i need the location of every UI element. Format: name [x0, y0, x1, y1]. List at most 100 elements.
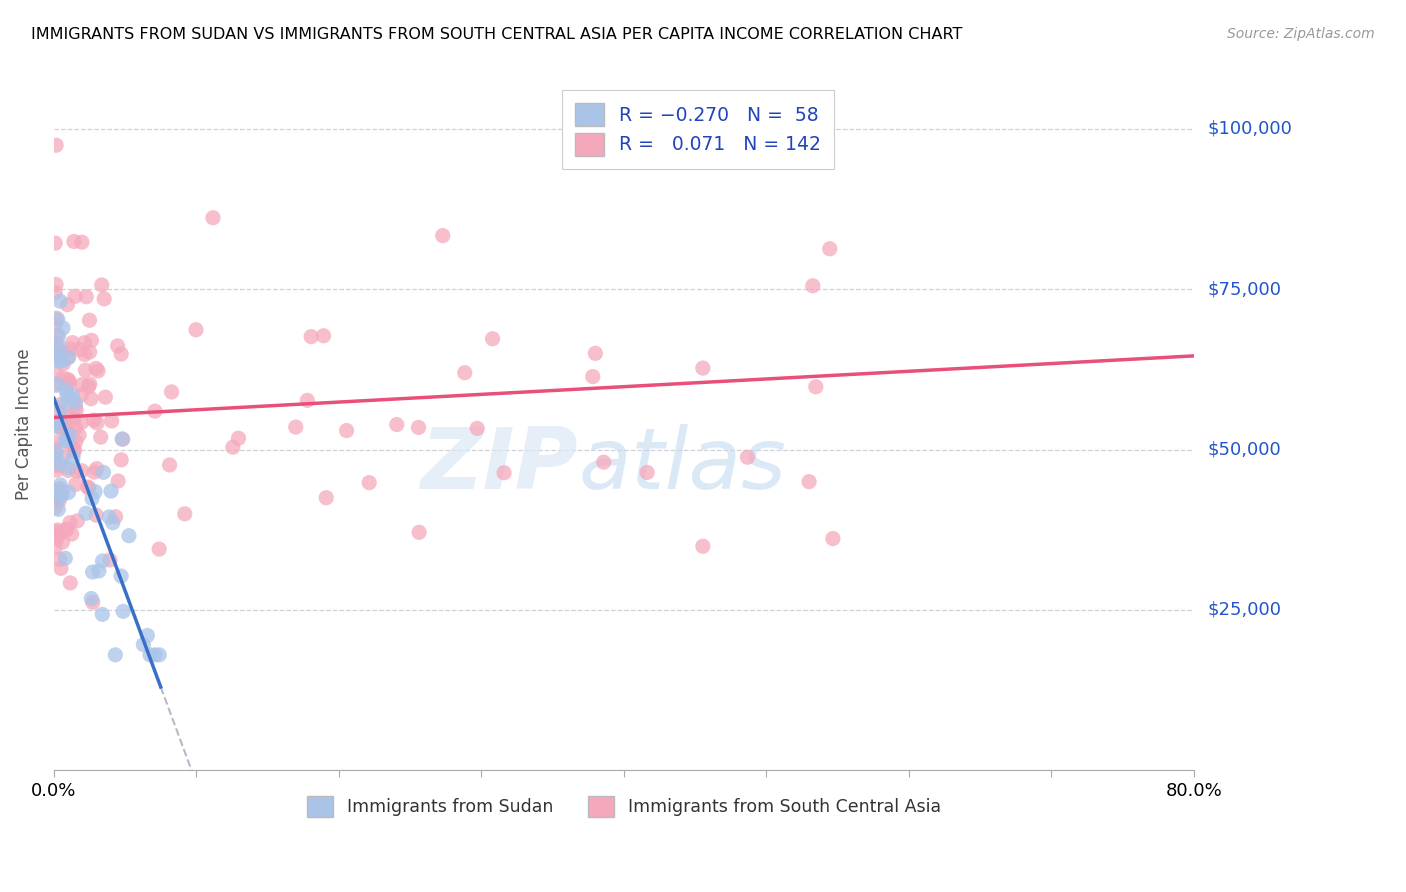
Point [49, 421, 72, 435]
Point [48, 328, 70, 343]
Point [299, 329, 322, 343]
Point [63, 442, 86, 456]
Point [65, 403, 87, 417]
Point [86, 416, 108, 430]
Point [583, 346, 606, 360]
Point [53, 434, 76, 448]
Text: $25,000: $25,000 [1208, 601, 1282, 619]
Point [818, 242, 841, 256]
Point [101, 516, 124, 530]
Point [65, 477, 87, 491]
Point [112, 604, 135, 618]
Point [84, 484, 107, 499]
Point [70, 377, 93, 392]
Point [160, 384, 183, 399]
Point [46, 458, 69, 473]
Point [44, 285, 66, 300]
Point [44, 541, 66, 555]
Point [90, 277, 112, 292]
Point [75, 363, 97, 377]
Point [79, 345, 101, 359]
Point [51, 535, 73, 549]
Point [69, 343, 91, 357]
Point [52, 346, 75, 360]
Point [76, 480, 98, 494]
Point [45, 451, 67, 466]
Point [139, 648, 162, 662]
Point [49, 352, 72, 367]
Point [59, 437, 82, 451]
Point [90, 430, 112, 444]
Text: Source: ZipAtlas.com: Source: ZipAtlas.com [1227, 27, 1375, 41]
Point [82, 565, 104, 579]
Point [336, 424, 359, 438]
Point [582, 369, 605, 384]
Point [46, 346, 69, 360]
Point [592, 455, 614, 469]
Point [52, 421, 75, 435]
Point [70, 235, 93, 250]
Point [56, 522, 79, 536]
Point [45, 463, 67, 477]
Point [312, 328, 335, 343]
Point [70, 464, 93, 478]
Point [73, 347, 96, 361]
Point [44, 318, 66, 332]
Point [48, 552, 70, 566]
Point [53, 382, 76, 396]
Point [104, 648, 127, 662]
Point [80, 591, 103, 606]
Point [737, 450, 759, 465]
Point [59, 516, 82, 530]
Point [111, 432, 134, 446]
Point [804, 380, 827, 394]
Point [385, 417, 408, 432]
Point [104, 509, 127, 524]
Point [46, 312, 69, 326]
Point [60, 527, 83, 541]
Point [821, 532, 844, 546]
Text: $100,000: $100,000 [1208, 120, 1292, 137]
Point [51, 354, 73, 368]
Point [79, 313, 101, 327]
Point [65, 421, 87, 435]
Point [56, 433, 79, 447]
Point [63, 235, 86, 249]
Point [45, 367, 67, 381]
Point [55, 523, 77, 537]
Point [56, 463, 79, 477]
Point [59, 342, 82, 356]
Point [45, 336, 67, 351]
Point [82, 595, 104, 609]
Point [45, 329, 67, 343]
Point [56, 425, 79, 440]
Point [94, 390, 117, 404]
Point [297, 393, 319, 408]
Point [58, 485, 80, 500]
Point [46, 532, 69, 546]
Point [62, 450, 84, 465]
Point [83, 465, 105, 479]
Point [432, 228, 454, 243]
Point [70, 416, 93, 430]
Point [52, 371, 75, 385]
Point [58, 377, 80, 392]
Point [86, 461, 108, 475]
Point [49, 413, 72, 427]
Point [315, 491, 337, 505]
Point [80, 392, 103, 406]
Point [636, 466, 658, 480]
Point [45, 277, 67, 292]
Point [148, 542, 170, 557]
Point [73, 335, 96, 350]
Point [66, 514, 89, 528]
Point [49, 294, 72, 309]
Point [65, 396, 87, 410]
Point [48, 398, 70, 412]
Point [46, 523, 69, 537]
Point [53, 551, 76, 566]
Point [84, 361, 107, 376]
Point [93, 466, 115, 480]
Point [173, 507, 195, 521]
Point [494, 466, 516, 480]
